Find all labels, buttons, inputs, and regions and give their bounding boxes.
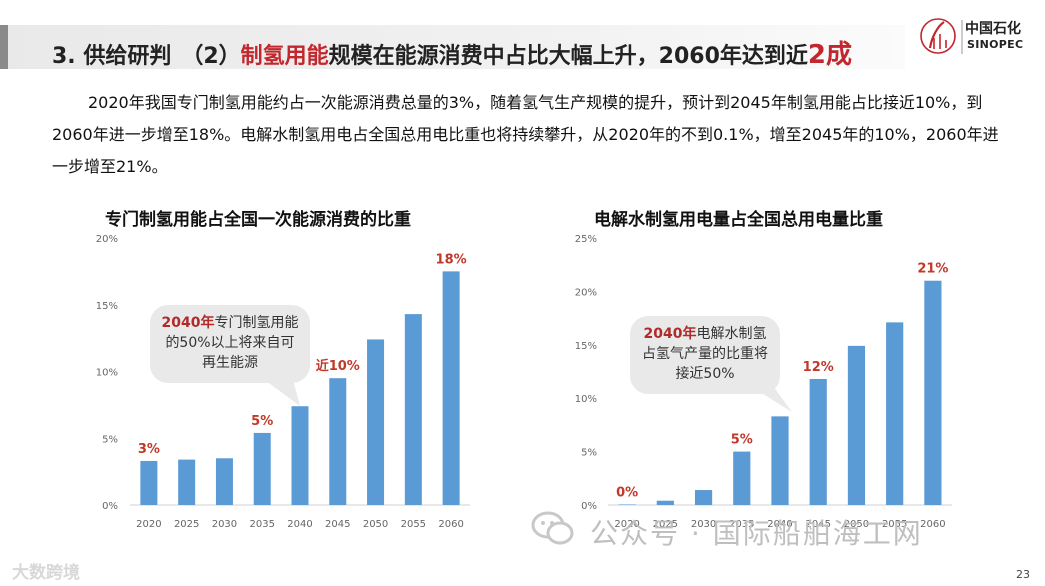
bar-2020 xyxy=(618,504,636,505)
title-big: 2成 xyxy=(807,40,852,70)
bar-2030 xyxy=(215,458,233,505)
bar-2050 xyxy=(847,345,866,505)
chart-title-left: 专门制氢用能占全国一次能源消费的比重 xyxy=(105,210,411,230)
y-tick-label: 5% xyxy=(102,434,118,445)
slide-title: 3. 供给研判 （2）制氢用能规模在能源消费中占比大幅上升，2060年达到近2成 xyxy=(52,34,852,71)
x-tick-label: 2060 xyxy=(920,519,945,530)
chart-left: 0% 5% 10% 15% 20% 2020 3% 2025 2030 2035 5% 2040 204… xyxy=(96,234,470,530)
y-tick-label: 25% xyxy=(575,234,597,245)
bar-2035 xyxy=(253,432,271,505)
title-highlight: 制氢用能 xyxy=(240,44,329,69)
x-tick-label: 2050 xyxy=(844,519,869,530)
bar-2025 xyxy=(178,459,196,505)
y-tick-label: 20% xyxy=(575,287,597,298)
bar-2040 xyxy=(771,416,789,505)
x-tick-label: 2020 xyxy=(614,519,639,530)
y-tick-label: 0% xyxy=(581,501,597,512)
data-label: 18% xyxy=(436,252,467,267)
watermark-text: 公众号 · 国际船舶海工网 xyxy=(590,517,923,550)
x-tick-label: 2035 xyxy=(729,519,754,530)
bar-2040 xyxy=(291,406,309,505)
sub-prefix: （2） xyxy=(181,44,241,69)
title-band xyxy=(0,25,905,69)
x-tick-label: 2020 xyxy=(136,519,161,530)
data-label: 0% xyxy=(616,485,638,500)
y-tick-label: 5% xyxy=(581,448,597,459)
bar-2045 xyxy=(329,378,347,505)
y-tick-label: 15% xyxy=(96,301,118,312)
callout-right-text: 电解水制氢占氢气产量的比重将接近50% xyxy=(642,326,768,382)
callout-left-year: 2040年 xyxy=(161,315,215,331)
y-tick-label: 10% xyxy=(575,394,597,405)
data-label: 3% xyxy=(138,442,160,457)
x-tick-label: 2025 xyxy=(174,519,199,530)
bar-2055 xyxy=(886,322,904,505)
wechat-watermark-icon xyxy=(531,511,574,545)
bar-2035 xyxy=(733,451,751,505)
data-label: 5% xyxy=(731,433,753,448)
x-tick-label: 2040 xyxy=(767,519,792,530)
bar-2060 xyxy=(442,271,460,505)
logo-cn-text: 中国石化 xyxy=(965,21,1021,37)
chart-right: 0% 5% 10% 15% 20% 25% 2020 0% 2025 2030 2035 5% 2040… xyxy=(575,234,952,530)
y-tick-label: 0% xyxy=(102,501,118,512)
x-tick-label: 2050 xyxy=(363,519,388,530)
x-tick-label: 2055 xyxy=(401,519,426,530)
callout-left-pointer xyxy=(262,376,300,406)
x-tick-label: 2060 xyxy=(438,519,463,530)
x-tick-label: 2030 xyxy=(691,519,716,530)
bar-2060 xyxy=(924,280,942,505)
x-tick-label: 2045 xyxy=(805,519,830,530)
bar-2055 xyxy=(404,314,422,505)
bar-2030 xyxy=(694,490,713,505)
bar-2045 xyxy=(809,378,827,505)
section-label: 3. 供给研判 xyxy=(52,44,172,69)
bar-2050 xyxy=(367,339,385,505)
intro-paragraph: 2020年我国专门制氢用能约占一次能源消费总量的3%，随着氢气生产规模的提升，预… xyxy=(52,93,999,176)
logo-en-text: SINOPEC xyxy=(967,38,1024,51)
watermark-bottom: 大数跨境 xyxy=(12,563,80,583)
x-tick-label: 2025 xyxy=(653,519,678,530)
x-tick-label: 2040 xyxy=(287,519,312,530)
x-tick-label: 2045 xyxy=(325,519,350,530)
callout-left: 2040年专门制氢用能的50%以上将来自可再生能源 xyxy=(150,305,310,383)
y-tick-label: 10% xyxy=(96,368,118,379)
x-tick-label: 2055 xyxy=(882,519,907,530)
sinopec-logo-icon xyxy=(920,18,963,54)
data-label: 5% xyxy=(251,414,273,429)
callout-left-text: 专门制氢用能的50%以上将来自可再生能源 xyxy=(165,315,299,371)
x-tick-label: 2030 xyxy=(212,519,237,530)
bar-2020 xyxy=(140,460,158,505)
title-middle: 规模在能源消费中占比大幅上升，2060年达到近 xyxy=(328,44,808,69)
x-tick-label: 2035 xyxy=(249,519,274,530)
page-number: 23 xyxy=(1016,568,1030,581)
bar-2025 xyxy=(656,500,674,505)
callout-right-year: 2040年 xyxy=(643,326,697,342)
y-tick-label: 15% xyxy=(575,341,597,352)
chart-title-right: 电解水制氢用电量占全国总用电量比重 xyxy=(594,210,883,230)
data-label: 12% xyxy=(803,360,834,375)
title-accent-bar xyxy=(0,25,8,69)
callout-right: 2040年电解水制氢占氢气产量的比重将接近50% xyxy=(630,316,780,394)
data-label: 21% xyxy=(917,262,948,277)
data-label: 近10% xyxy=(316,358,360,374)
y-tick-label: 20% xyxy=(96,234,118,245)
